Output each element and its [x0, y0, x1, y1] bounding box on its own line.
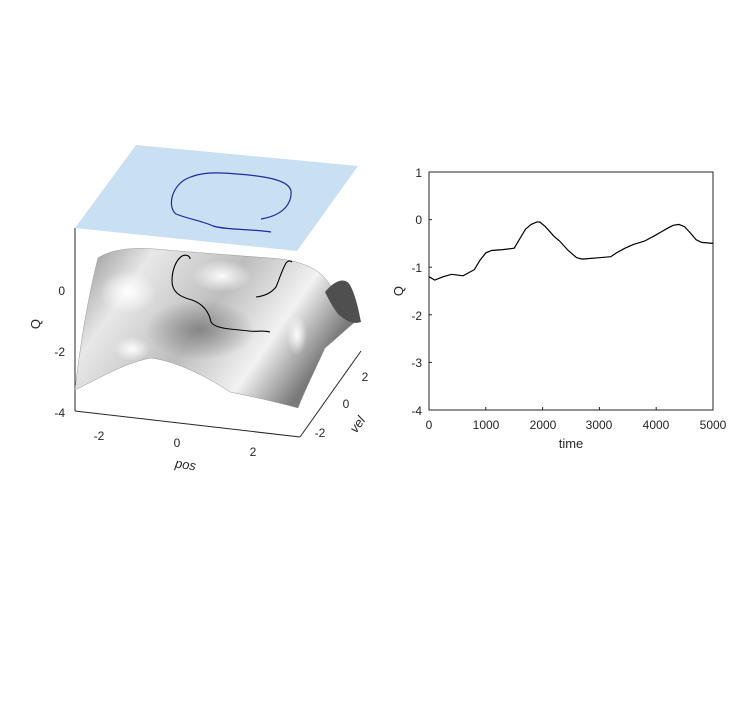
surface-highlight	[114, 337, 150, 361]
x-axis-line	[74, 410, 301, 438]
surface-plot	[74, 145, 362, 438]
surface-highlight	[100, 270, 156, 314]
line-plot	[428, 171, 714, 411]
series-line	[428, 221, 714, 281]
projected-trajectory	[170, 172, 292, 233]
y-axis-line	[299, 350, 362, 438]
surface-fold	[325, 280, 361, 323]
plot-frame	[428, 171, 714, 411]
surface-highlight	[287, 315, 307, 355]
tick-marks	[428, 171, 714, 411]
surface-shadow	[145, 300, 255, 360]
trajectory-on-surface	[171, 255, 293, 333]
projection-plane	[75, 145, 358, 251]
trajectory-tail	[181, 254, 191, 260]
surface-highlight	[192, 260, 252, 292]
